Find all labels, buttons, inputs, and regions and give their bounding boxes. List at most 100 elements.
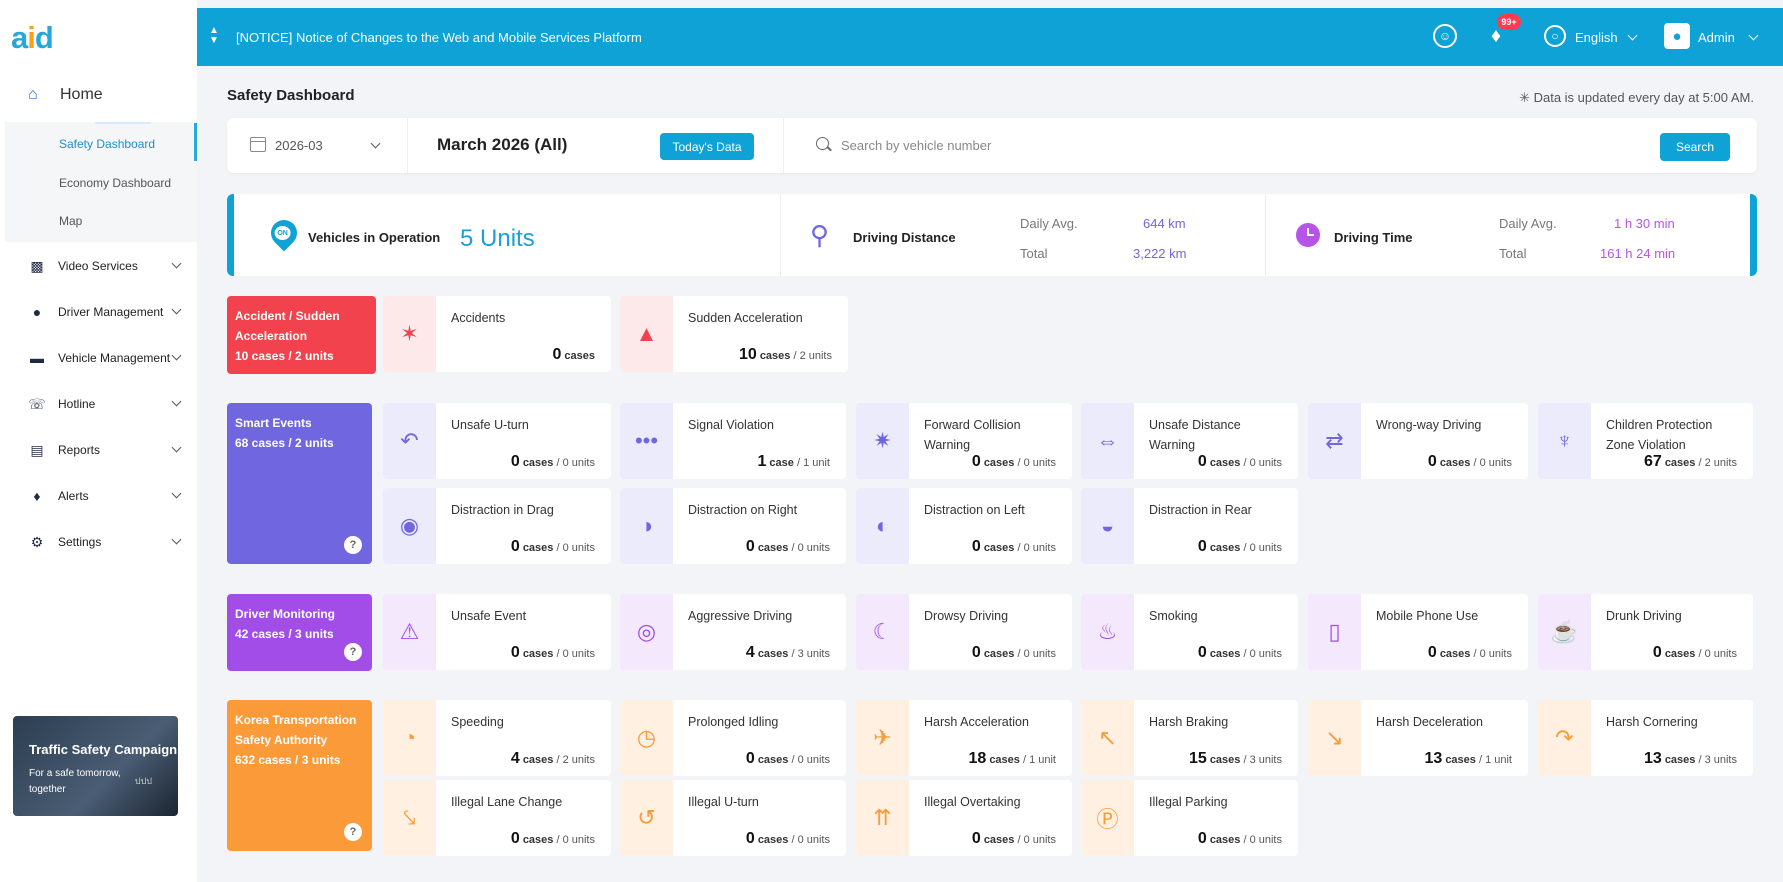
metric-card[interactable]: ⤥ Illegal Lane Change 0 cases / 0 units [383, 780, 611, 856]
chevron-down-icon [171, 304, 182, 315]
idling-icon: ◷ [620, 700, 673, 776]
metric-card[interactable]: ☾ Drowsy Driving 0 cases / 0 units [856, 594, 1072, 670]
metric-unit-label: cases [1209, 834, 1241, 846]
chevron-down-icon [171, 258, 182, 269]
category-accident[interactable]: Accident / Sudden Acceleration 10 cases … [227, 296, 376, 374]
notice-scroll-icon[interactable]: ▲ ▼ [209, 25, 219, 46]
vehicles-value: 5 Units [460, 225, 535, 252]
app-logo[interactable]: aid [11, 20, 54, 55]
metric-units: / 3 units [791, 648, 830, 660]
metric-units: / 0 units [791, 834, 830, 846]
sidebar-item-economy-dashboard[interactable]: Economy Dashboard [59, 176, 172, 190]
metric-card[interactable]: ▲ Sudden Acceleration 10 cases / 2 units [620, 296, 848, 372]
sidebar-item-map[interactable]: Map [59, 214, 83, 228]
category-driver-monitoring[interactable]: Driver Monitoring 42 cases / 3 units ? [227, 594, 372, 671]
sidebar-item-vehicle-management[interactable]: ▬ Vehicle Management [28, 349, 182, 367]
notice-text[interactable]: [NOTICE] Notice of Changes to the Web an… [236, 30, 642, 45]
metric-card[interactable]: ↘ Harsh Deceleration 13 cases / 1 unit [1308, 700, 1528, 776]
sidebar-item-driver-management[interactable]: ● Driver Management [28, 303, 182, 321]
sidebar-item-home[interactable]: ⌂ Home [28, 86, 103, 104]
metric-card[interactable]: ✈ Harsh Acceleration 18 cases / 1 unit [856, 700, 1072, 776]
metric-unit-label: cases [1664, 648, 1696, 660]
metric-label: Accidents [451, 311, 506, 325]
sidebar-item-reports[interactable]: ▤ Reports [28, 441, 182, 459]
category-smart-events[interactable]: Smart Events 68 cases / 2 units ? [227, 403, 372, 564]
sidebar-item-video-services[interactable]: ▩ Video Services [28, 257, 182, 275]
metric-card[interactable]: ♆ Children Protection Zone Violation 67 ca… [1538, 403, 1753, 479]
metric-card[interactable]: ◔ Speeding 4 cases / 2 units [383, 700, 611, 776]
metric-units: / 0 units [1017, 834, 1056, 846]
search-input[interactable] [841, 131, 1541, 159]
sidebar-item-hotline[interactable]: ☏ Hotline [28, 395, 182, 413]
metric-card[interactable]: ☕ Drunk Driving 0 cases / 0 units [1538, 594, 1753, 670]
help-icon[interactable]: ? [344, 643, 362, 661]
metric-card[interactable]: ⇈ Illegal Overtaking 0 cases / 0 units [856, 780, 1072, 856]
search-button[interactable]: Search [1660, 133, 1730, 161]
chevron-down-icon[interactable] [1748, 30, 1759, 41]
parking-icon: Ⓟ [1081, 780, 1134, 856]
lane-change-icon: ⤥ [383, 780, 436, 856]
sidebar-item-label: Reports [58, 443, 101, 457]
metric-card[interactable]: Ⓟ Illegal Parking 0 cases / 0 units [1081, 780, 1298, 856]
globe-icon[interactable]: ○ [1544, 25, 1566, 47]
metric-card[interactable]: ▯ Mobile Phone Use 0 cases / 0 units [1308, 594, 1528, 670]
chevron-down-icon[interactable] [1627, 30, 1638, 41]
sidebar-item-safety-dashboard[interactable]: Safety Dashboard [59, 137, 156, 151]
metric-count: 13 [1643, 750, 1662, 767]
todays-data-button[interactable]: Today's Data [660, 133, 754, 160]
metric-count: 0 [510, 830, 520, 847]
time-summary: Driving Time Daily Avg. 1 h 30 min Total… [1265, 194, 1750, 276]
chevron-down-icon [171, 396, 182, 407]
language-select[interactable]: English [1575, 30, 1618, 45]
metric-card[interactable]: ◑ Distraction on Right 0 cases / 0 units [620, 488, 846, 564]
metric-card[interactable]: ♨ Smoking 0 cases / 0 units [1081, 594, 1298, 670]
distance-label: Driving Distance [853, 230, 956, 245]
metric-card[interactable]: ◐ Distraction on Left 0 cases / 0 units [856, 488, 1072, 564]
car-icon: ▬ [30, 350, 44, 366]
metric-card[interactable]: ••• Signal Violation 1 case / 1 unit [620, 403, 846, 479]
metric-unit-label: cases [759, 350, 791, 362]
help-icon[interactable]: ? [344, 823, 362, 841]
avatar[interactable]: ● [1664, 23, 1690, 49]
metric-card[interactable]: ◒ Distraction in Rear 0 cases / 0 units [1081, 488, 1298, 564]
metric-value: 67 cases / 2 units [1644, 453, 1737, 471]
help-icon[interactable]: ? [344, 536, 362, 554]
support-icon[interactable]: ☺ [1433, 24, 1457, 48]
overtaking-icon: ⇈ [856, 780, 909, 856]
uturn-icon: ↶ [383, 403, 436, 479]
metric-card[interactable]: ✷ Forward Collision Warning 0 cases / 0 un… [856, 403, 1072, 479]
sidebar-submenu: Safety Dashboard Economy Dashboard Map [5, 122, 197, 242]
metric-card[interactable]: ⇔ Unsafe Distance Warning 0 cases / 0 unit… [1081, 403, 1298, 479]
metric-card[interactable]: ↶ Unsafe U-turn 0 cases / 0 units [383, 403, 611, 479]
category-korea-transportation[interactable]: Korea Transportation Safety Authority 63… [227, 700, 372, 851]
user-menu[interactable]: Admin [1698, 30, 1735, 45]
metric-label: Forward Collision Warning [924, 418, 1021, 452]
calendar-icon[interactable] [250, 137, 266, 152]
metric-card[interactable]: ↺ Illegal U-turn 0 cases / 0 units [620, 780, 846, 856]
metric-label: Unsafe Event [451, 609, 527, 623]
metric-card[interactable]: ↖ Harsh Braking 15 cases / 3 units [1081, 700, 1298, 776]
distraction-rear-icon: ◒ [1081, 488, 1134, 564]
sidebar-item-settings[interactable]: ⚙ Settings [28, 533, 182, 551]
metric-units: / 2 units [556, 754, 595, 766]
metric-label: Distraction in Rear [1149, 503, 1252, 517]
siren-icon: ▲ [620, 296, 673, 372]
time-total-value: 161 h 24 min [1600, 246, 1676, 261]
metric-card[interactable]: ↷ Harsh Cornering 13 cases / 3 units [1538, 700, 1753, 776]
distraction-left-icon: ◐ [856, 488, 909, 564]
notification-bell-icon[interactable]: ♦ [1490, 24, 1502, 47]
sidebar-item-alerts[interactable]: ♦ Alerts [28, 487, 182, 505]
month-select[interactable]: 2026-03 [275, 138, 323, 153]
metric-card[interactable]: ◉ Distraction in Drag 0 cases / 0 units [383, 488, 611, 564]
metric-card[interactable]: ⚠ Unsafe Event 0 cases / 0 units [383, 594, 611, 670]
metric-card[interactable]: ◷ Prolonged Idling 0 cases / 0 units [620, 700, 846, 776]
metric-card[interactable]: ✶ Accidents 0 cases [383, 296, 611, 372]
campaign-banner[interactable]: Traffic Safety Campaign For a safe tomor… [13, 716, 178, 816]
chevron-down-icon[interactable] [370, 138, 381, 149]
sidebar-item-label: Video Services [58, 259, 138, 273]
divider [780, 194, 781, 276]
metric-card[interactable]: ◎ Aggressive Driving 4 cases / 3 units [620, 594, 846, 670]
metric-unit-label: cases [757, 542, 789, 554]
metric-card[interactable]: ⇄ Wrong-way Driving 0 cases / 0 units [1308, 403, 1528, 479]
metric-value: 0 cases / 0 units [1428, 644, 1512, 662]
